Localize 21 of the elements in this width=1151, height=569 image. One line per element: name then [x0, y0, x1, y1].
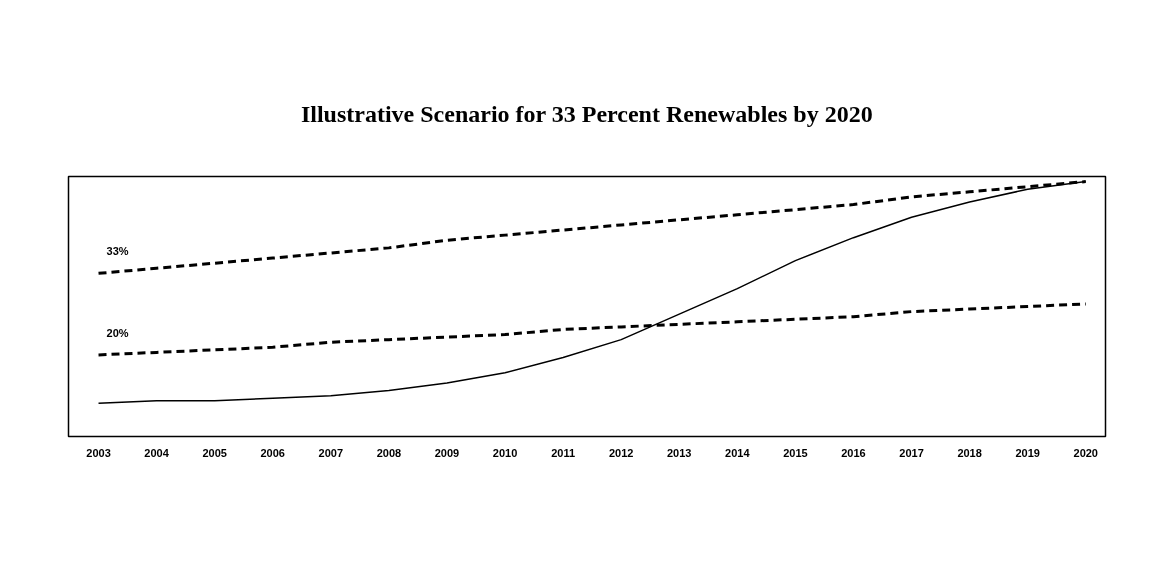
- x-tick-label: 2006: [260, 446, 285, 459]
- x-tick-label: 2020: [1073, 446, 1098, 459]
- series-label: 33%: [106, 245, 129, 258]
- x-tick-label: 2011: [551, 446, 576, 459]
- x-tick-label: 2013: [667, 446, 692, 459]
- x-tick-label: 2010: [492, 446, 518, 459]
- x-tick-label: 2005: [202, 446, 227, 459]
- x-tick-label: 2008: [376, 446, 402, 459]
- x-tick-label: 2017: [899, 446, 924, 459]
- chart-title: Illustrative Scenario for 33 Percent Renewables by 2020: [300, 100, 873, 127]
- x-tick-label: 2018: [957, 446, 982, 459]
- x-tick-label: 2007: [318, 446, 344, 459]
- x-tick-label: 2016: [841, 446, 866, 459]
- series-label: 20%: [106, 326, 129, 339]
- x-tick-label: 2004: [144, 446, 170, 459]
- x-tick-label: 2003: [86, 446, 111, 459]
- x-tick-label: 2009: [434, 446, 460, 459]
- x-tick-label: 2015: [783, 446, 808, 459]
- x-tick-label: 2014: [725, 446, 751, 459]
- x-tick-label: 2019: [1015, 446, 1040, 459]
- x-tick-label: 2012: [608, 446, 634, 459]
